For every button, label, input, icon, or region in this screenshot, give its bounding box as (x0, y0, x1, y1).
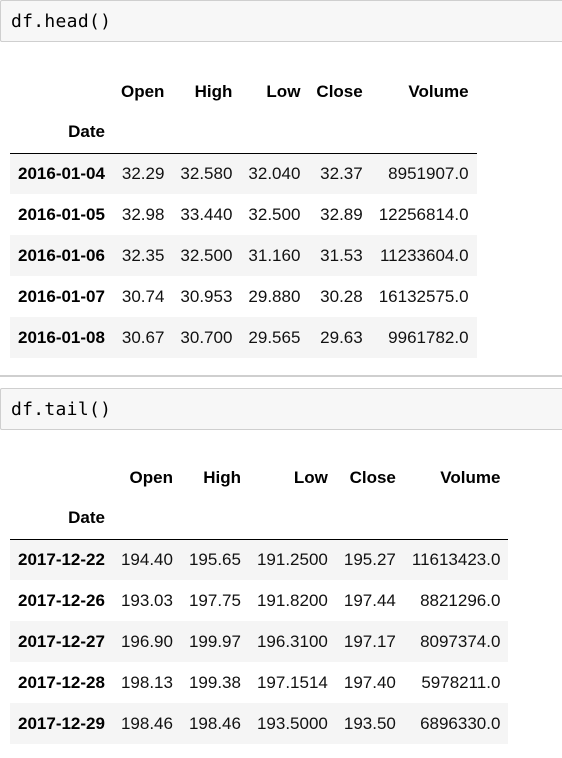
head-cell-volume: 12256814.0 (378, 204, 469, 224)
tail-col-header: High (203, 467, 241, 487)
tail-output: Open High Low Close Volume Date 2017-12-… (10, 457, 509, 744)
tail-col-header: Open (129, 467, 173, 487)
tail-table-row: 2017-12-22 194.40 195.65 191.2500 195.27 1161… (10, 539, 509, 580)
head-col-header: High (194, 81, 233, 101)
tail-row-index-date: 2017-12-27 (18, 631, 105, 651)
tail-cell-high: 199.38 (188, 672, 241, 692)
head-cell-open: 30.74 (121, 286, 165, 306)
tail-row-index-date: 2017-12-29 (18, 713, 105, 733)
head-corner-cell (10, 71, 113, 112)
tail-cell-volume: 11613423.0 (411, 549, 501, 569)
tail-table-row: 2017-12-27 196.90 199.97 196.3100 197.17 8097… (10, 621, 509, 662)
head-cell-high: 32.580 (180, 163, 233, 183)
head-cell-open: 32.98 (121, 204, 165, 224)
cell-separator (0, 375, 562, 377)
tail-cell-open: 193.03 (120, 590, 173, 610)
tail-table-row: 2017-12-29 198.46 198.46 193.5000 193.50 6896… (10, 703, 509, 744)
tail-cell-open: 194.40 (120, 549, 173, 569)
tail-col-header: Close (349, 467, 396, 487)
tail-cell-low: 193.5000 (256, 713, 328, 733)
tail-column-header-row: Open High Low Close Volume (10, 457, 508, 498)
head-table-row: 2016-01-08 30.67 30.700 29.565 29.63 9961782.… (10, 317, 477, 358)
head-cell-volume: 11233604.0 (379, 245, 469, 265)
tail-cell-low: 191.8200 (256, 590, 328, 610)
head-cell-volume: 9961782.0 (388, 327, 469, 347)
head-dataframe-table: Open High Low Close Volume Date 2016-01-… (10, 71, 477, 358)
tail-cell-high: 198.46 (188, 713, 241, 733)
head-cell-low: 29.880 (248, 286, 301, 306)
tail-cell-high: 195.65 (188, 549, 241, 569)
tail-cell-close: 193.50 (343, 713, 396, 733)
tail-cell-close: 197.44 (343, 590, 396, 610)
head-output: Open High Low Close Volume Date 2016-01-… (10, 71, 477, 358)
head-cell-high: 30.953 (180, 286, 233, 306)
tail-cell-volume: 6896330.0 (420, 713, 501, 733)
tail-col-header: Low (293, 467, 328, 487)
head-column-header-row: Open High Low Close Volume (10, 71, 477, 112)
head-col-header: Open (120, 81, 165, 101)
tail-cell-volume: 8097374.0 (420, 631, 501, 651)
head-row-index-date: 2016-01-05 (18, 204, 105, 224)
tail-dataframe-table: Open High Low Close Volume Date 2017-12-… (10, 457, 509, 744)
tail-cell-open: 198.46 (120, 713, 173, 733)
head-cell-open: 30.67 (121, 327, 165, 347)
tail-cell-low: 197.1514 (256, 672, 328, 692)
tail-code-cell[interactable]: df.tail() (0, 388, 562, 430)
tail-row-index-date: 2017-12-22 (18, 549, 105, 569)
head-cell-low: 31.160 (248, 245, 301, 265)
head-cell-low: 32.500 (248, 204, 301, 224)
tail-cell-low: 196.3100 (256, 631, 328, 651)
head-row-index-date: 2016-01-06 (18, 245, 105, 265)
tail-row-index-date: 2017-12-28 (18, 672, 105, 692)
tail-corner-cell (10, 457, 113, 498)
head-cell-close: 29.63 (320, 327, 363, 347)
head-cell-close: 31.53 (320, 245, 363, 265)
head-cell-high: 32.500 (180, 245, 233, 265)
head-table-row: 2016-01-05 32.98 33.440 32.500 32.89 12256814… (10, 194, 477, 235)
head-cell-low: 32.040 (248, 163, 301, 183)
head-index-name-row: Date (10, 112, 477, 154)
tail-cell-close: 197.40 (343, 672, 396, 692)
head-cell-close: 32.89 (320, 204, 363, 224)
head-col-header: Low (266, 81, 301, 101)
tail-row-index-date: 2017-12-26 (18, 590, 105, 610)
tail-table-row: 2017-12-26 193.03 197.75 191.8200 197.44 8821… (10, 580, 508, 621)
head-cell-volume: 16132575.0 (378, 286, 469, 306)
tail-cell-close: 197.17 (343, 631, 396, 651)
tail-table-row: 2017-12-28 198.13 199.38 197.1514 197.40 5978… (10, 662, 508, 703)
head-table-row: 2016-01-04 32.29 32.580 32.040 32.37 8951907.… (10, 153, 477, 194)
head-cell-low: 29.565 (248, 327, 301, 347)
head-code-text[interactable]: df.head() (11, 11, 112, 32)
tail-cell-volume: 8821296.0 (420, 590, 501, 610)
tail-cell-open: 196.90 (120, 631, 173, 651)
tail-cell-high: 197.75 (188, 590, 241, 610)
head-table-row: 2016-01-06 32.35 32.500 31.160 31.53 11233604… (10, 235, 477, 276)
head-row-index-date: 2016-01-08 (18, 327, 105, 347)
head-table-row: 2016-01-07 30.74 30.953 29.880 30.28 16132575… (10, 276, 477, 317)
tail-cell-high: 199.97 (188, 631, 241, 651)
head-cell-open: 32.35 (121, 245, 165, 265)
head-cell-high: 33.440 (180, 204, 233, 224)
head-cell-volume: 8951907.0 (388, 163, 469, 183)
tail-index-name-row: Date (10, 498, 509, 540)
tail-code-text[interactable]: df.tail() (11, 399, 112, 420)
tail-cell-close: 195.27 (343, 549, 396, 569)
head-col-header: Volume (408, 81, 469, 101)
head-cell-high: 30.700 (180, 327, 233, 347)
tail-cell-low: 191.2500 (256, 549, 328, 569)
head-cell-close: 32.37 (320, 163, 363, 183)
tail-index-name: Date (10, 498, 113, 540)
head-col-header: Close (316, 81, 363, 101)
tail-cell-open: 198.13 (120, 672, 173, 692)
head-cell-close: 30.28 (320, 286, 363, 306)
tail-cell-volume: 5978211.0 (421, 672, 501, 692)
head-index-name: Date (10, 112, 113, 154)
head-row-index-date: 2016-01-04 (18, 163, 105, 183)
head-cell-open: 32.29 (121, 163, 165, 183)
tail-col-header: Volume (440, 467, 501, 487)
head-row-index-date: 2016-01-07 (18, 286, 105, 306)
head-code-cell[interactable]: df.head() (0, 0, 562, 42)
